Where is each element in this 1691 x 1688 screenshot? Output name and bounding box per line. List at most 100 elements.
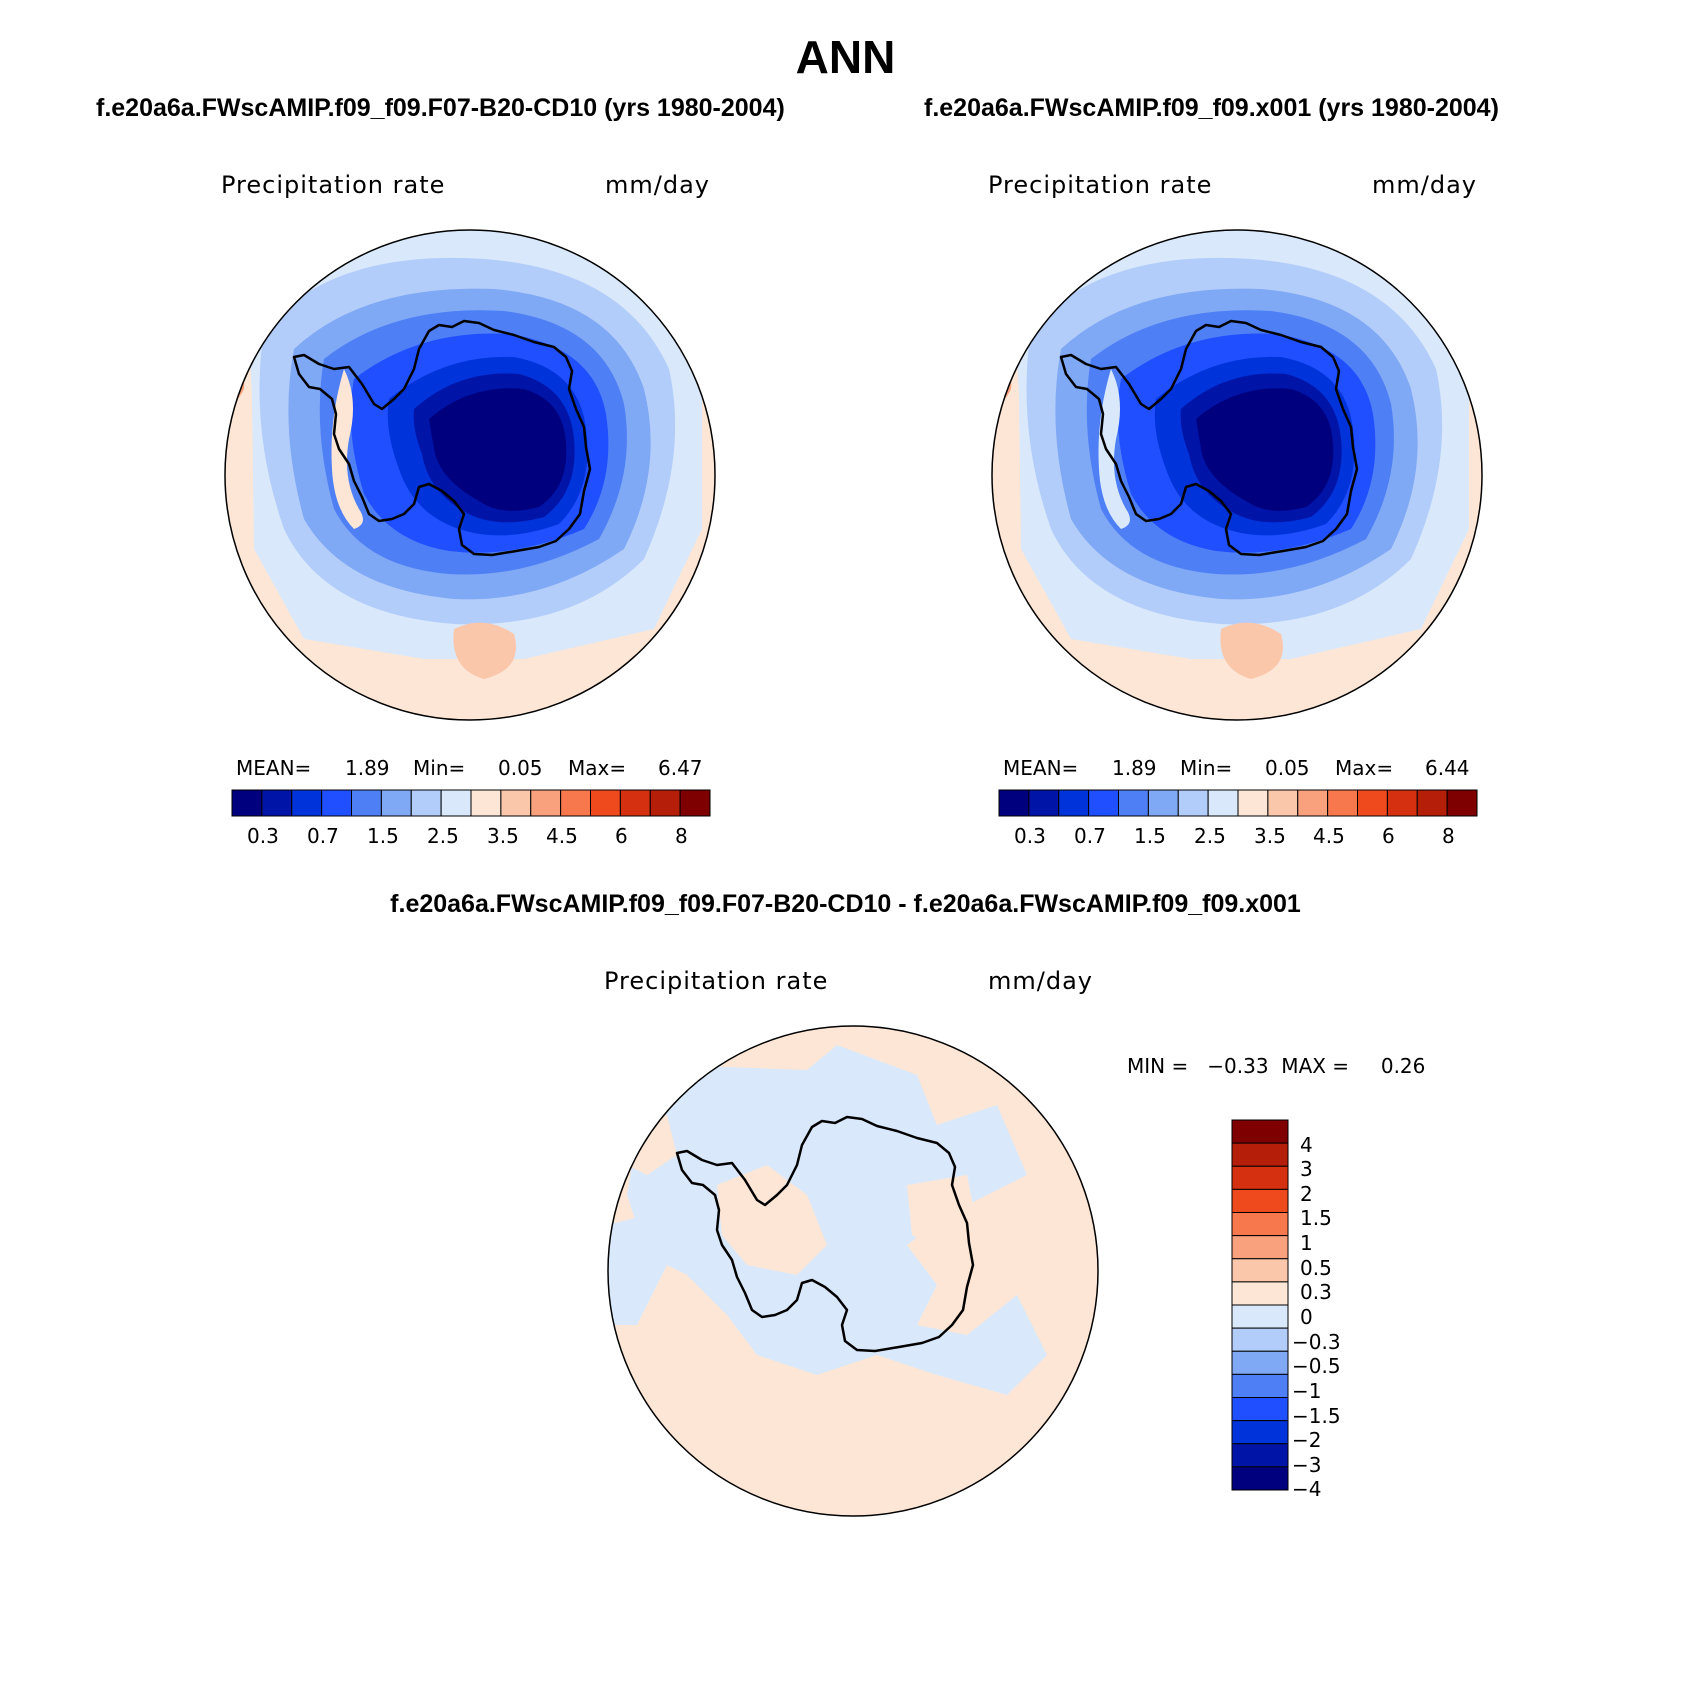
colorbar-swatch — [1231, 1235, 1289, 1260]
difference-negative-field-2 — [608, 1215, 667, 1325]
colorbar-swatch — [1231, 1466, 1289, 1491]
difference-map-boundary — [607, 1025, 1099, 1517]
difference-variable-label: Precipitation rate — [604, 967, 829, 995]
colorbar-swatch — [1207, 789, 1239, 817]
colorbar-swatch — [291, 789, 323, 817]
panel-2-tick-label: 0.3 — [1014, 824, 1046, 848]
difference-antarctica-coastline — [675, 1115, 975, 1353]
colorbar-swatch — [1231, 1142, 1289, 1167]
panel-2-south-patch — [1220, 622, 1283, 679]
colorbar-swatch — [1231, 1188, 1289, 1214]
difference-level-label: 0.5 — [1300, 1256, 1332, 1280]
panel-2-peninsula-wet — [1098, 369, 1130, 529]
difference-colorbar — [1231, 1119, 1289, 1491]
colorbar-swatch — [1231, 1119, 1289, 1144]
difference-level-label: −3 — [1292, 1453, 1322, 1477]
panel-2-map-boundary — [991, 229, 1483, 721]
colorbar-swatch — [1147, 789, 1179, 817]
colorbar-swatch — [1327, 789, 1359, 817]
colorbar-swatch — [649, 789, 681, 817]
colorbar-swatch — [351, 789, 382, 817]
difference-units-label: mm/day — [988, 967, 1093, 995]
difference-level-label: 0 — [1300, 1305, 1313, 1329]
panel-2-map — [991, 229, 1483, 721]
panel-1-map — [224, 229, 716, 721]
panel-2-case-title: f.e20a6a.FWscAMIP.f09_f09.x001 (yrs 1980… — [924, 94, 1499, 122]
difference-level-label: 4 — [1300, 1133, 1313, 1157]
colorbar-swatch — [500, 789, 532, 817]
panel-2-mean-value: 1.89 — [1112, 756, 1157, 780]
colorbar-swatch — [1231, 1397, 1289, 1422]
panel-1-colorbar — [231, 789, 711, 817]
panel-2-min-value: 0.05 — [1265, 756, 1310, 780]
panel-1-mean-value: 1.89 — [345, 756, 390, 780]
panel-2-tick-label: 0.7 — [1074, 824, 1106, 848]
colorbar-swatch — [1267, 789, 1299, 817]
colorbar-swatch — [1237, 789, 1269, 817]
colorbar-swatch — [1231, 1443, 1289, 1468]
colorbar-swatch — [1118, 789, 1149, 817]
colorbar-swatch — [261, 789, 293, 817]
colorbar-swatch — [1058, 789, 1090, 817]
difference-positive-patch-east — [907, 1175, 977, 1255]
panel-2-units-label: mm/day — [1372, 171, 1477, 199]
difference-minmax-label: MIN = −0.33 MAX = 0.26 — [1127, 1054, 1426, 1078]
panel-1-mean-label: MEAN= — [236, 756, 312, 780]
difference-positive-patch-peninsula — [717, 1165, 827, 1275]
panel-1-band-darkest — [429, 388, 567, 511]
colorbar-swatch — [998, 789, 1030, 817]
panel-1-variable-label: Precipitation rate — [221, 171, 446, 199]
difference-level-label: 3 — [1300, 1157, 1313, 1181]
colorbar-swatch — [1177, 789, 1209, 817]
difference-level-label: −4 — [1292, 1477, 1322, 1501]
difference-level-label: −1.5 — [1292, 1404, 1341, 1428]
colorbar-swatch — [1231, 1304, 1289, 1329]
difference-level-label: 0.3 — [1300, 1280, 1332, 1304]
panel-1-tick-label: 6 — [615, 824, 628, 848]
panel-2-antarctica-coastline — [1059, 319, 1359, 557]
difference-level-label: −1 — [1292, 1379, 1322, 1403]
difference-level-label: −0.3 — [1292, 1330, 1341, 1354]
colorbar-swatch — [1028, 789, 1060, 817]
panel-2-max-label: Max= — [1335, 756, 1394, 780]
difference-level-label: 1 — [1300, 1231, 1313, 1255]
panel-1-units-label: mm/day — [605, 171, 710, 199]
colorbar-swatch — [679, 789, 711, 817]
panel-1-min-value: 0.05 — [498, 756, 543, 780]
colorbar-swatch — [1386, 789, 1418, 817]
difference-level-label: 2 — [1300, 1182, 1313, 1206]
panel-2-colorbar — [998, 789, 1478, 817]
colorbar-swatch — [410, 789, 442, 817]
colorbar-swatch — [1446, 789, 1478, 817]
colorbar-swatch — [440, 789, 472, 817]
colorbar-swatch — [590, 789, 621, 817]
colorbar-swatch — [1297, 789, 1329, 817]
panel-1-tick-label: 2.5 — [427, 824, 459, 848]
colorbar-swatch — [231, 789, 263, 817]
panel-1-tick-label: 3.5 — [487, 824, 519, 848]
panel-2-band-darkest — [1196, 388, 1334, 511]
panel-2-tick-label: 1.5 — [1134, 824, 1166, 848]
panel-1-tick-label: 8 — [675, 824, 688, 848]
panel-1-tick-label: 0.7 — [307, 824, 339, 848]
panel-1-south-patch — [453, 622, 516, 679]
difference-level-label: 1.5 — [1300, 1206, 1332, 1230]
colorbar-swatch — [1357, 789, 1388, 817]
colorbar-swatch — [1231, 1327, 1289, 1352]
difference-level-label: −2 — [1292, 1428, 1322, 1452]
panel-1-map-boundary — [224, 229, 716, 721]
panel-1-peninsula-wet — [331, 369, 363, 529]
panel-2-tick-label: 4.5 — [1313, 824, 1345, 848]
colorbar-swatch — [1231, 1165, 1289, 1190]
colorbar-swatch — [1231, 1258, 1289, 1283]
colorbar-swatch — [1416, 789, 1448, 817]
panel-2-tick-label: 3.5 — [1254, 824, 1286, 848]
colorbar-swatch — [380, 789, 412, 817]
colorbar-swatch — [1231, 1212, 1289, 1237]
panel-2-min-label: Min= — [1180, 756, 1233, 780]
colorbar-swatch — [1231, 1373, 1289, 1399]
colorbar-swatch — [470, 789, 502, 817]
panel-1-tick-label: 1.5 — [367, 824, 399, 848]
panel-1-west-peak-core — [225, 359, 237, 392]
colorbar-swatch — [1231, 1350, 1289, 1375]
